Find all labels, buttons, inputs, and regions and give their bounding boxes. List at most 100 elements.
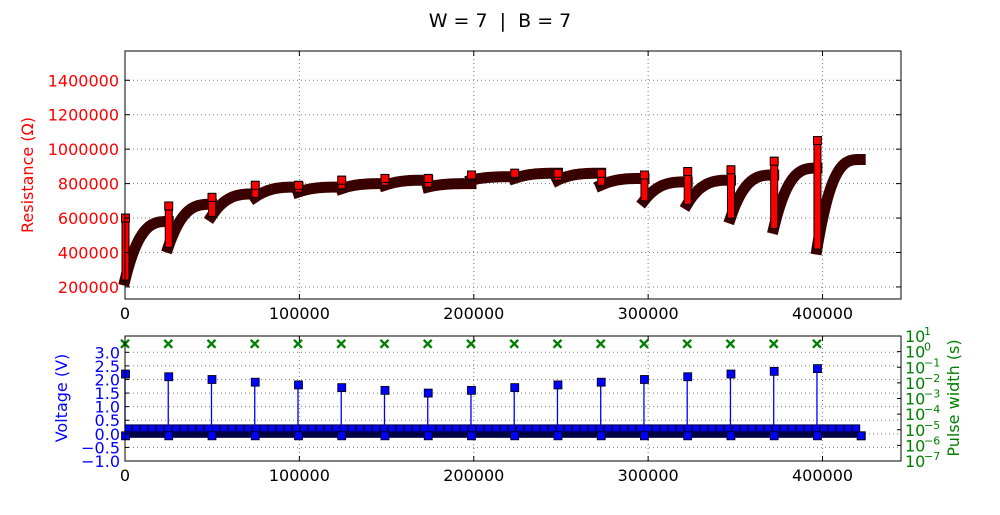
voltage-y-tick-label: 3.0 <box>95 343 120 362</box>
write-pulse-marker <box>553 380 563 390</box>
resistance-data <box>118 136 866 287</box>
resistance-data-segment <box>291 181 347 200</box>
pulse-width-marker <box>206 338 217 349</box>
voltage-x-tick-label: 100000 <box>269 466 330 485</box>
voltage-y-tick-label: −0.5 <box>81 438 120 457</box>
resistance-data-segment <box>464 171 520 187</box>
write-pulse-marker <box>467 385 476 395</box>
figure-title: W = 7 | B = 7 <box>429 10 572 32</box>
voltage-y-tick-label: 1.0 <box>95 398 120 417</box>
resistance-data-segment <box>247 181 304 206</box>
write-pulse-base-marker <box>467 431 476 441</box>
resistance-data-segment <box>723 169 780 226</box>
resistance-y-tick-label: 600000 <box>58 209 119 228</box>
read-pulse-band <box>125 424 861 438</box>
resistance-spike-marker <box>553 168 563 178</box>
resistance-ticks: 0 100000 200000 300000 400000 200000 400000 600… <box>48 51 901 323</box>
write-pulse-marker <box>164 372 174 382</box>
resistance-spike-marker <box>466 170 476 180</box>
resistance-data-segment <box>421 178 477 194</box>
pulse-width-marker <box>293 338 303 349</box>
pulse-width-marker <box>812 338 822 349</box>
write-pulse-marker <box>337 383 347 393</box>
resistance-x-tick-label: 200000 <box>443 304 504 323</box>
read-pulse-end-marker <box>856 431 866 441</box>
resistance-data-segment-markers <box>642 180 688 202</box>
resistance-spike-marker <box>639 170 649 180</box>
pulse-width-marker <box>379 338 390 349</box>
resistance-spike-marker <box>337 175 347 185</box>
resistance-spike-marker <box>250 180 260 190</box>
voltage-x-tick-label: 200000 <box>443 466 504 485</box>
resistance-data-segment <box>203 188 261 224</box>
voltage-x-tick-label: 0 <box>120 466 130 485</box>
resistance-y-tick-label: 400000 <box>58 244 119 263</box>
resistance-plot-frame <box>124 50 902 300</box>
resistance-spike-marker <box>726 165 736 175</box>
write-pulse-base-marker <box>769 431 779 441</box>
pulse-width-tick-label: 10 <box>905 358 925 377</box>
resistance-axis-label: Resistance (Ω) <box>18 117 37 233</box>
resistance-y-tick-label: 1000000 <box>48 140 119 159</box>
write-pulse-marker <box>596 377 606 387</box>
pulse-width-tick-exponent: 1 <box>924 325 931 338</box>
resistance-data-segment <box>550 167 607 188</box>
pulse-width-tick-exponent: −3 <box>924 388 940 401</box>
voltage-ticks: 0 100000 200000 300000 400000−1.0−0.50.00.51… <box>81 325 940 485</box>
pulse-width-tick-exponent: −6 <box>924 434 940 447</box>
resistance-y-tick-label: 200000 <box>58 278 119 297</box>
write-pulse-base-marker <box>337 431 347 441</box>
pulse-width-tick-label: 10 <box>905 405 925 424</box>
write-pulse-base-marker <box>726 431 736 441</box>
pulse-width-marker <box>552 338 563 349</box>
write-pulse-marker <box>769 366 779 376</box>
resistance-x-tick-label: 300000 <box>618 304 679 323</box>
voltage-panel: 0 100000 200000 300000 400000−1.0−0.50.00.51… <box>52 325 963 485</box>
voltage-y-tick-label: −1.0 <box>81 452 120 471</box>
write-pulse-marker <box>510 383 520 393</box>
resistance-spike-marker <box>596 168 606 178</box>
write-pulse-base-marker <box>596 431 606 441</box>
write-pulse-marker <box>813 364 822 374</box>
pulse-width-marker <box>336 338 347 349</box>
pulse-width-tick-exponent: −1 <box>924 356 940 369</box>
resistance-data-segment <box>593 172 650 193</box>
resistance-spike-marker <box>293 180 303 190</box>
voltage-y-tick-label: 0.0 <box>95 425 120 444</box>
write-pulse-base-marker <box>380 431 390 441</box>
resistance-data-segment-markers <box>123 220 169 281</box>
write-pulse-base-marker <box>423 431 433 441</box>
resistance-y-tick-label: 1200000 <box>48 106 119 125</box>
pulse-width-marker <box>768 338 779 349</box>
write-pulse-marker <box>640 375 649 384</box>
write-pulse-base-marker <box>553 431 563 441</box>
resistance-data-segment <box>334 178 390 196</box>
voltage-y-tick-label: 2.5 <box>95 357 120 376</box>
pulse-width-marker <box>682 338 693 349</box>
write-pulse-marker <box>250 377 260 387</box>
write-pulse-marker <box>726 369 736 379</box>
voltage-x-tick-label: 400000 <box>792 466 853 485</box>
voltage-y-tick-label: 1.5 <box>95 384 120 403</box>
pulse-width-marker <box>639 338 649 349</box>
resistance-y-tick-label: 800000 <box>58 175 119 194</box>
resistance-spike-marker <box>207 192 217 202</box>
voltage-y-tick-label: 0.5 <box>95 411 120 430</box>
write-pulse-marker <box>207 375 217 384</box>
resistance-spike-markers <box>813 136 822 250</box>
resistance-data-segment <box>507 167 563 186</box>
write-pulse-base-marker <box>294 431 303 441</box>
write-pulse-base-marker <box>250 431 260 441</box>
write-pulse-base-marker <box>683 431 693 441</box>
resistance-data-segment <box>767 162 823 236</box>
write-pulse-marker <box>683 372 693 382</box>
write-pulse-marker <box>380 385 390 395</box>
resistance-spike-marker <box>769 156 779 166</box>
pulse-width-marker <box>163 338 174 349</box>
pulse-width-tick-label: 10 <box>905 327 925 346</box>
voltage-y-tick-label: 2.0 <box>95 370 120 389</box>
resistance-panel: 0 100000 200000 300000 400000 200000 400000 600… <box>18 50 902 323</box>
resistance-data-segment <box>377 174 434 193</box>
resistance-data-segment <box>161 198 217 255</box>
